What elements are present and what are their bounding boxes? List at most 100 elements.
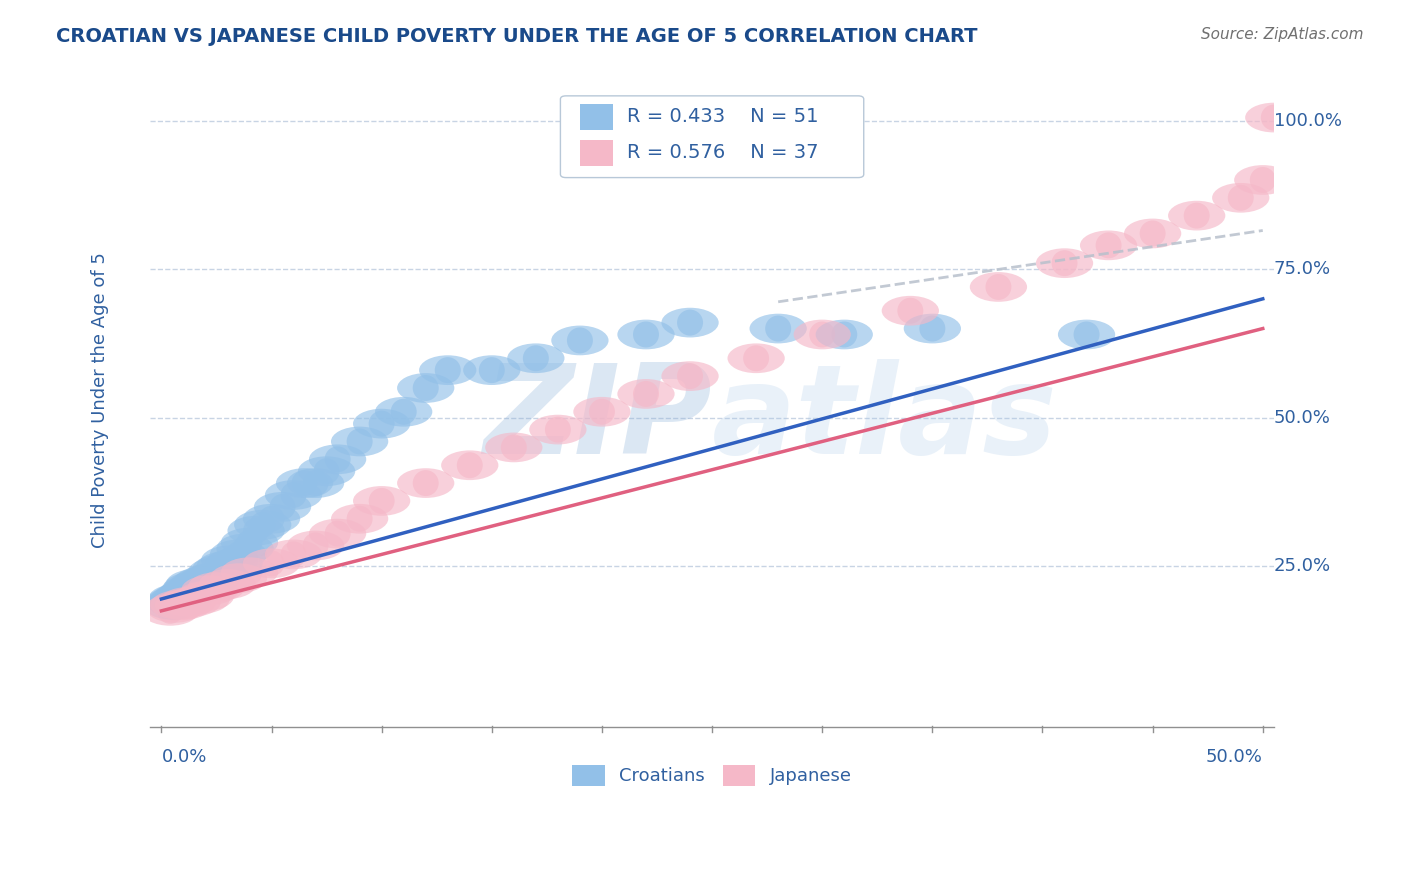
Point xyxy=(260,512,283,526)
Point xyxy=(162,598,184,612)
Ellipse shape xyxy=(221,558,278,587)
Point xyxy=(159,604,181,618)
Point xyxy=(194,589,217,603)
Text: R = 0.576    N = 37: R = 0.576 N = 37 xyxy=(627,143,818,162)
Point xyxy=(1251,173,1274,187)
Ellipse shape xyxy=(1080,230,1137,260)
Ellipse shape xyxy=(166,569,224,599)
Ellipse shape xyxy=(1246,103,1302,132)
Ellipse shape xyxy=(1036,248,1092,278)
Ellipse shape xyxy=(173,584,229,614)
Point xyxy=(271,500,294,514)
Ellipse shape xyxy=(159,587,217,616)
Ellipse shape xyxy=(201,546,259,575)
Point xyxy=(183,577,205,591)
Point xyxy=(172,598,194,612)
Ellipse shape xyxy=(396,373,454,403)
Ellipse shape xyxy=(163,573,221,602)
Ellipse shape xyxy=(298,457,356,486)
Point xyxy=(415,381,437,395)
Point xyxy=(568,334,591,348)
Point xyxy=(392,405,415,419)
Ellipse shape xyxy=(749,314,807,343)
Ellipse shape xyxy=(264,540,322,569)
Ellipse shape xyxy=(815,319,873,350)
Ellipse shape xyxy=(1234,165,1292,194)
Ellipse shape xyxy=(188,558,245,587)
Ellipse shape xyxy=(148,584,205,614)
Point xyxy=(218,553,240,567)
Ellipse shape xyxy=(551,326,609,355)
Ellipse shape xyxy=(153,587,209,616)
Ellipse shape xyxy=(155,582,212,611)
Ellipse shape xyxy=(617,319,675,350)
Text: atlas: atlas xyxy=(711,359,1057,480)
Ellipse shape xyxy=(197,551,254,582)
Point xyxy=(190,580,212,594)
Point xyxy=(415,476,437,491)
Ellipse shape xyxy=(174,566,232,596)
Ellipse shape xyxy=(970,272,1026,301)
Ellipse shape xyxy=(882,296,939,326)
Point xyxy=(283,488,305,502)
Ellipse shape xyxy=(287,531,344,560)
Point xyxy=(1076,327,1098,342)
Point xyxy=(177,586,200,600)
Point xyxy=(679,316,702,330)
Point xyxy=(214,559,236,574)
Ellipse shape xyxy=(529,415,586,444)
Point xyxy=(634,387,657,401)
Ellipse shape xyxy=(254,492,311,522)
Point xyxy=(481,363,503,377)
Text: R = 0.433    N = 51: R = 0.433 N = 51 xyxy=(627,107,818,126)
Ellipse shape xyxy=(330,426,388,457)
Ellipse shape xyxy=(146,593,204,623)
Point xyxy=(228,548,250,562)
Ellipse shape xyxy=(243,504,299,533)
Point xyxy=(228,571,250,585)
Point xyxy=(1142,227,1164,241)
Text: Source: ZipAtlas.com: Source: ZipAtlas.com xyxy=(1201,27,1364,42)
Point xyxy=(193,574,215,589)
Ellipse shape xyxy=(353,409,411,439)
Point xyxy=(201,571,224,585)
Ellipse shape xyxy=(155,591,212,620)
Point xyxy=(194,577,217,591)
Point xyxy=(349,512,371,526)
Ellipse shape xyxy=(574,397,630,426)
Point xyxy=(591,405,613,419)
Ellipse shape xyxy=(157,582,214,611)
Point xyxy=(238,535,260,549)
Point xyxy=(921,321,943,335)
Point xyxy=(436,363,458,377)
Ellipse shape xyxy=(1168,201,1225,230)
Ellipse shape xyxy=(205,549,263,578)
Point xyxy=(547,423,569,437)
Legend: Croatians, Japanese: Croatians, Japanese xyxy=(565,757,859,793)
Ellipse shape xyxy=(1212,183,1270,212)
Point xyxy=(679,369,702,384)
Ellipse shape xyxy=(727,343,785,373)
Point xyxy=(209,562,232,576)
Text: ZIP: ZIP xyxy=(484,359,711,480)
Ellipse shape xyxy=(793,319,851,350)
Point xyxy=(167,591,190,606)
Point xyxy=(304,539,326,553)
Ellipse shape xyxy=(170,569,228,599)
Point xyxy=(198,571,221,585)
Ellipse shape xyxy=(309,519,366,549)
Ellipse shape xyxy=(330,504,388,533)
Ellipse shape xyxy=(396,468,454,498)
FancyBboxPatch shape xyxy=(561,95,863,178)
Ellipse shape xyxy=(181,564,239,593)
Point xyxy=(205,566,228,580)
Ellipse shape xyxy=(243,549,299,578)
Point xyxy=(370,417,392,431)
Ellipse shape xyxy=(209,564,267,593)
Ellipse shape xyxy=(155,584,212,614)
Point xyxy=(1229,191,1251,205)
Ellipse shape xyxy=(508,343,564,373)
Point xyxy=(198,583,221,598)
Point xyxy=(167,598,190,612)
Ellipse shape xyxy=(419,355,477,385)
